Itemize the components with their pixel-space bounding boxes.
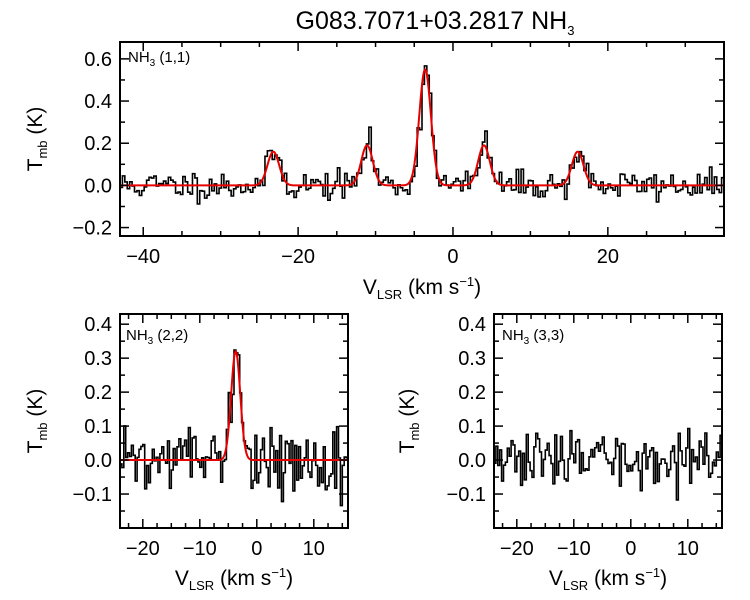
plot-frame-nh3_33	[493, 313, 723, 529]
y-tick-label: 0.0	[458, 450, 486, 472]
panel-nh3-22: −20 −10 0 10 −0.1 0.0 0.1 0.2 0.3 0.4 VLSR (km s−1…	[24, 313, 349, 593]
y-tick-label: 0.3	[84, 348, 112, 370]
x-axis-label: VLSR (km s−1)	[363, 274, 481, 302]
x-axis-label: VLSR (km s−1)	[549, 565, 667, 593]
panel-nh3-33: −20 −10 0 10 −0.1 0.0 0.1 0.2 0.3 0.4 VLSR (km s−1…	[396, 313, 723, 593]
y-tick-label: 0.1	[458, 416, 486, 438]
x-tick-label: 20	[597, 246, 619, 268]
spectrum-line-nh3_33	[494, 427, 723, 501]
y-tick-label: 0.2	[458, 382, 486, 404]
fit-line-nh3_11	[120, 67, 724, 187]
y-tick-label: 0.1	[84, 416, 112, 438]
plot-frame-nh3_22	[119, 313, 349, 529]
plot-frame-nh3_11	[119, 41, 725, 237]
figure-title: G083.7071+03.2817 NH3	[296, 7, 575, 38]
y-tick-label: 0.2	[84, 382, 112, 404]
x-tick-label: 0	[625, 538, 636, 560]
y-axis-label: Tmb (K)	[24, 389, 50, 454]
x-tick-label: −40	[126, 246, 160, 268]
transition-annotation: NH3 (3,3)	[502, 327, 564, 347]
x-tick-label: −10	[183, 538, 217, 560]
x-tick-label: −10	[557, 538, 591, 560]
x-tick-label: −20	[281, 246, 315, 268]
y-tick-label: 0.4	[84, 314, 112, 336]
y-tick-label: 0.3	[458, 348, 486, 370]
y-tick-label: 0.0	[84, 175, 112, 197]
y-axis-label: Tmb (K)	[396, 389, 422, 454]
y-tick-label: 0.2	[84, 133, 112, 155]
fit-line-nh3_22	[120, 350, 348, 462]
x-tick-label: 10	[303, 538, 325, 560]
transition-annotation: NH3 (2,2)	[126, 327, 188, 347]
x-tick-label: 0	[251, 538, 262, 560]
x-tick-label: 0	[447, 246, 458, 268]
x-axis-label: VLSR (km s−1)	[175, 565, 293, 593]
spectrum-line-nh3_22	[120, 349, 349, 507]
y-tick-label: −0.1	[447, 484, 486, 506]
y-tick-label: 0.4	[84, 91, 112, 113]
y-axis-label: Tmb (K)	[24, 107, 50, 172]
y-tick-label: −0.2	[73, 218, 112, 240]
transition-annotation: NH3 (1,1)	[128, 49, 190, 69]
y-tick-label: 0.6	[84, 49, 112, 71]
x-tick-label: −20	[500, 538, 534, 560]
panel-nh3-11: −40 −20 0 20 −0.2 0.0 0.2 0.4 0.6 VLSR (km s−1) Tm…	[24, 41, 725, 302]
y-tick-label: 0.4	[458, 314, 486, 336]
x-tick-label: −20	[126, 538, 160, 560]
y-tick-label: −0.1	[73, 484, 112, 506]
x-tick-label: 10	[677, 538, 699, 560]
y-tick-label: 0.0	[84, 450, 112, 472]
